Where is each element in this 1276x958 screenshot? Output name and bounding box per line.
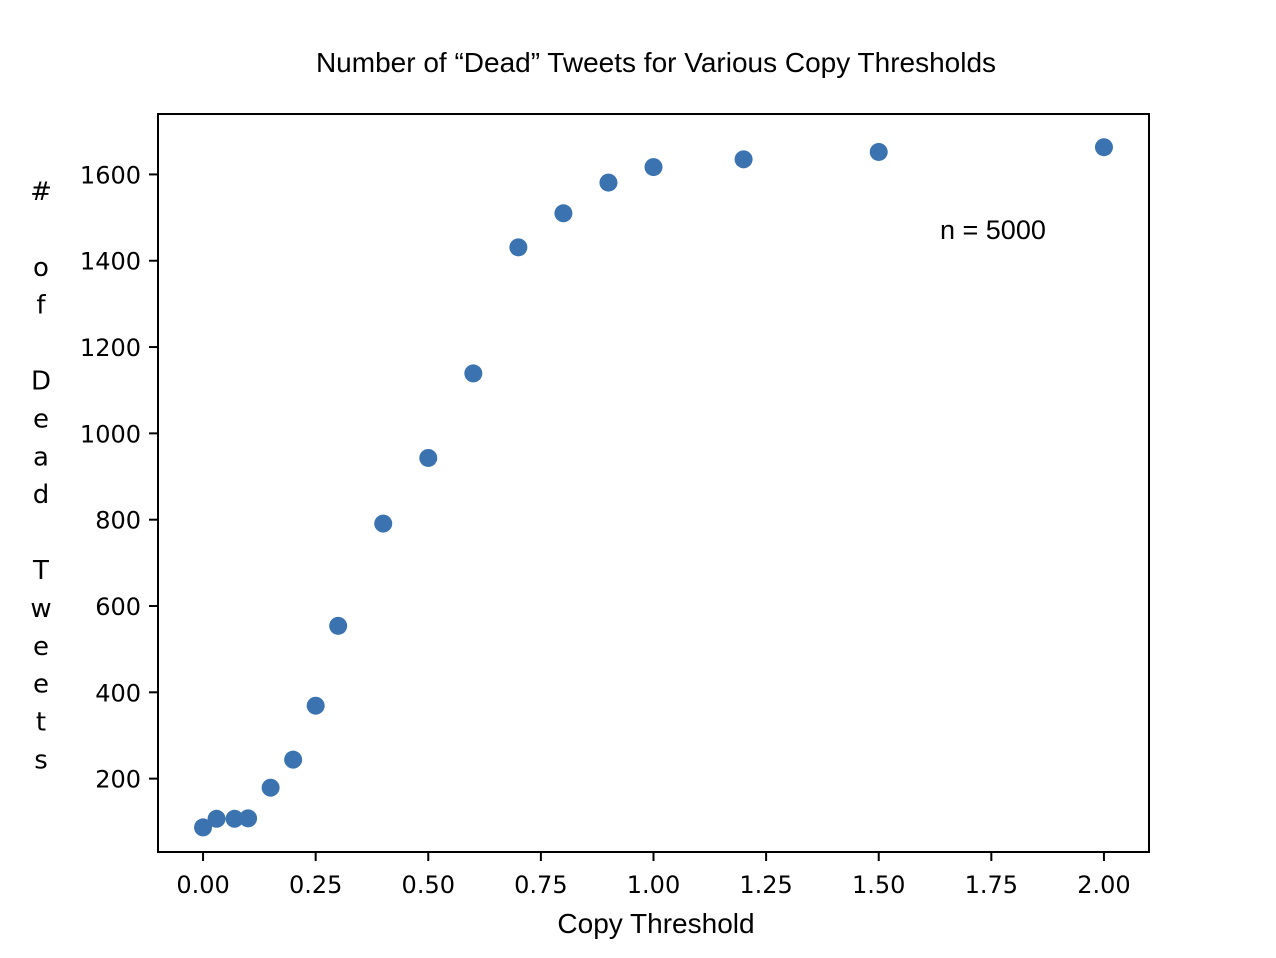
data-point [284, 750, 303, 769]
y-tick-label: 200 [95, 766, 141, 794]
data-point [734, 150, 753, 169]
data-point [194, 818, 213, 837]
y-axis-label-char: s [34, 746, 48, 776]
x-axis: 0.00 0.25 0.50 0.75 1.00 1.25 1.50 1.75 2.00 [176, 852, 1131, 899]
y-tick-label: 800 [95, 507, 141, 535]
data-point [374, 514, 393, 533]
data-point [306, 696, 325, 715]
data-point [239, 809, 258, 828]
y-axis-label-char: f [36, 291, 46, 321]
y-axis-label-char: e [33, 404, 49, 434]
x-tick-label: 0.00 [176, 871, 229, 899]
x-tick-label: 0.75 [514, 871, 567, 899]
y-axis-label-char: # [30, 177, 52, 207]
data-point [329, 616, 348, 635]
y-axis-label-char: o [33, 253, 49, 283]
x-tick-label: 1.25 [739, 871, 792, 899]
y-tick-label: 600 [95, 593, 141, 621]
y-tick-label: 1000 [80, 420, 141, 448]
data-point [644, 158, 663, 177]
y-axis-label-char: w [30, 594, 51, 624]
data-point [464, 364, 483, 383]
data-point [554, 204, 573, 223]
sample-size-annotation: n = 5000 [940, 215, 1046, 245]
y-axis-label-char: a [33, 442, 49, 472]
x-tick-label: 1.50 [852, 871, 905, 899]
x-axis-label: Copy Threshold [557, 908, 754, 939]
data-point [419, 448, 438, 467]
data-point [509, 238, 528, 257]
y-tick-label: 1200 [80, 334, 141, 362]
x-tick-label: 0.50 [402, 871, 455, 899]
data-point [225, 809, 244, 828]
y-axis: 200 400 600 800 1000 1200 1400 1600 [80, 161, 158, 794]
data-point [869, 142, 888, 161]
x-tick-label: 1.75 [965, 871, 1018, 899]
y-tick-label: 400 [95, 679, 141, 707]
y-axis-label-char: T [32, 556, 49, 586]
chart-title: Number of “Dead” Tweets for Various Copy… [316, 47, 996, 78]
x-tick-label: 2.00 [1077, 871, 1130, 899]
x-tick-label: 0.25 [289, 871, 342, 899]
data-point [261, 778, 280, 797]
data-point [207, 809, 226, 828]
x-tick-label: 1.00 [627, 871, 680, 899]
y-axis-label-char: t [36, 708, 46, 738]
y-axis-label-char: d [33, 480, 50, 510]
y-tick-label: 1400 [80, 248, 141, 276]
y-axis-label-char: e [33, 632, 49, 662]
y-axis-label-char: D [31, 367, 51, 397]
data-points [194, 138, 1113, 837]
data-point [599, 173, 618, 192]
data-point [1094, 138, 1113, 157]
y-axis-label-char: e [33, 670, 49, 700]
y-tick-label: 1600 [80, 161, 141, 189]
